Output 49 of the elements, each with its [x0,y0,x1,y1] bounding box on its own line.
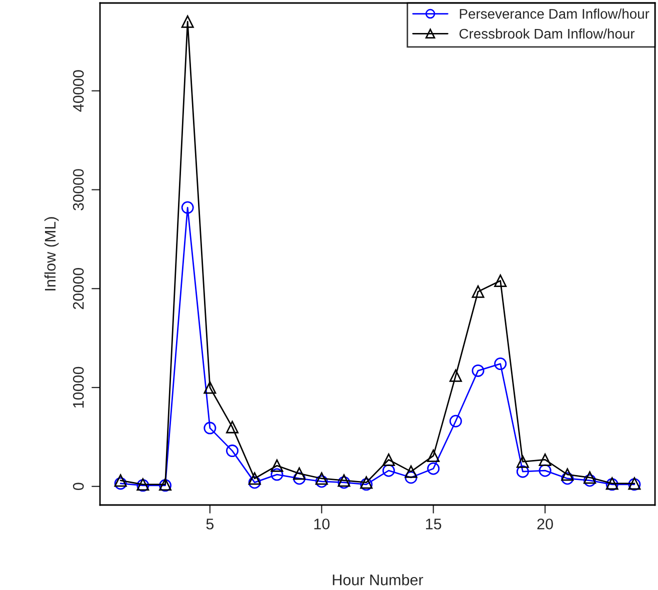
legend-label: Perseverance Dam Inflow/hour [460,8,650,19]
point [114,474,127,487]
x-tick-label: 5 [206,518,214,530]
point [293,467,306,480]
x-tick-label: 15 [426,518,442,530]
point [472,285,484,298]
point [204,422,216,434]
point [382,464,395,477]
point [449,414,462,428]
point [315,472,328,485]
point [114,477,127,490]
point [204,381,216,394]
y-tick-label: 30000 [72,169,84,210]
point [226,420,239,434]
point [226,444,239,458]
point [404,465,418,478]
point [538,464,552,477]
point [472,364,484,377]
point [404,471,418,484]
point [427,450,440,462]
point [494,358,507,370]
point [248,472,261,485]
point [538,453,552,466]
point [584,471,596,484]
x-tick-label: 20 [537,518,553,530]
y-tick-label: 20000 [72,268,84,310]
y-axis-title: Inflow (ML) [44,217,59,290]
point [516,455,529,468]
point [494,274,507,287]
point [293,472,306,485]
point [449,369,462,382]
point [270,468,284,481]
x-axis-title: Hour Number [332,574,424,586]
x-tick-label: 10 [314,518,330,530]
y-tick-label: 10000 [72,366,84,408]
point [561,472,574,485]
point [270,459,284,472]
point [181,201,194,214]
y-tick-label: 0 [72,482,84,490]
point [427,462,440,475]
y-tick-label: 40000 [72,70,84,112]
point [584,474,596,487]
legend-label: Cressbrook Dam Inflow/hour [459,28,635,39]
point [561,468,574,481]
point [382,453,395,466]
point [315,475,328,488]
point [181,15,194,28]
point [248,476,261,489]
point [516,465,529,478]
